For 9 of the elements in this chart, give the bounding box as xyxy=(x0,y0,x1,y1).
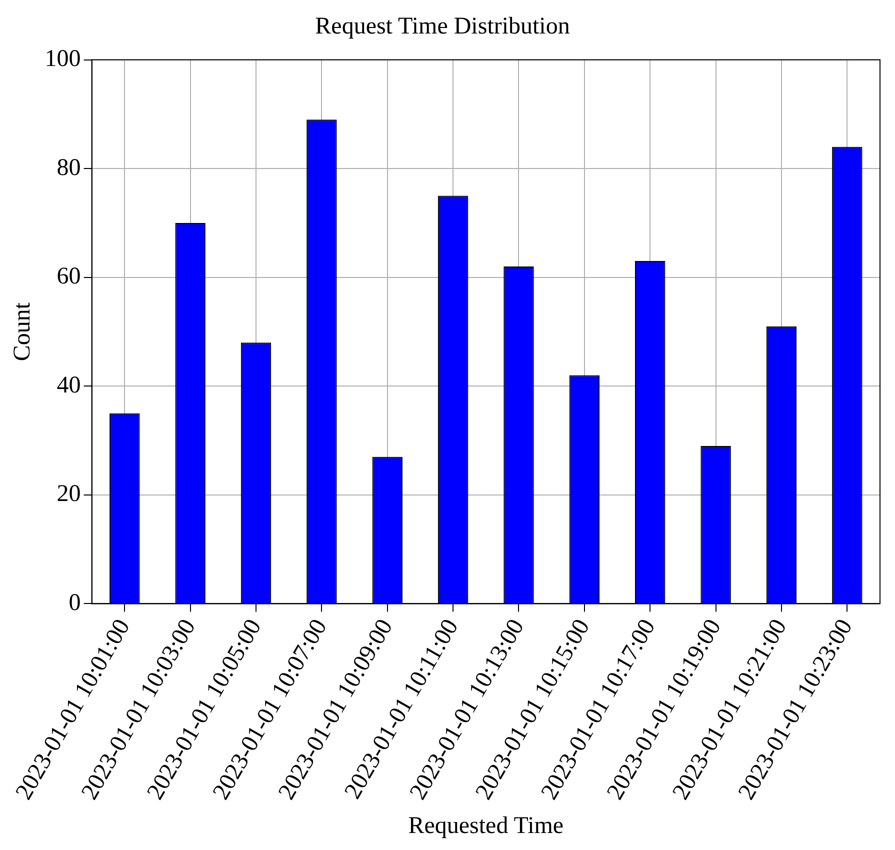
y-tick-label: 60 xyxy=(56,264,81,290)
y-tick-label: 80 xyxy=(56,154,81,181)
y-tick-label: 20 xyxy=(56,481,81,508)
y-tick-label: 40 xyxy=(56,372,81,398)
y-tick-label: 0 xyxy=(68,590,81,616)
x-axis-title: Requested Time xyxy=(408,812,564,839)
y-axis-title: Count xyxy=(10,302,36,362)
y-tick-label: 100 xyxy=(44,46,81,72)
chart-title: Request Time Distribution xyxy=(315,14,570,40)
